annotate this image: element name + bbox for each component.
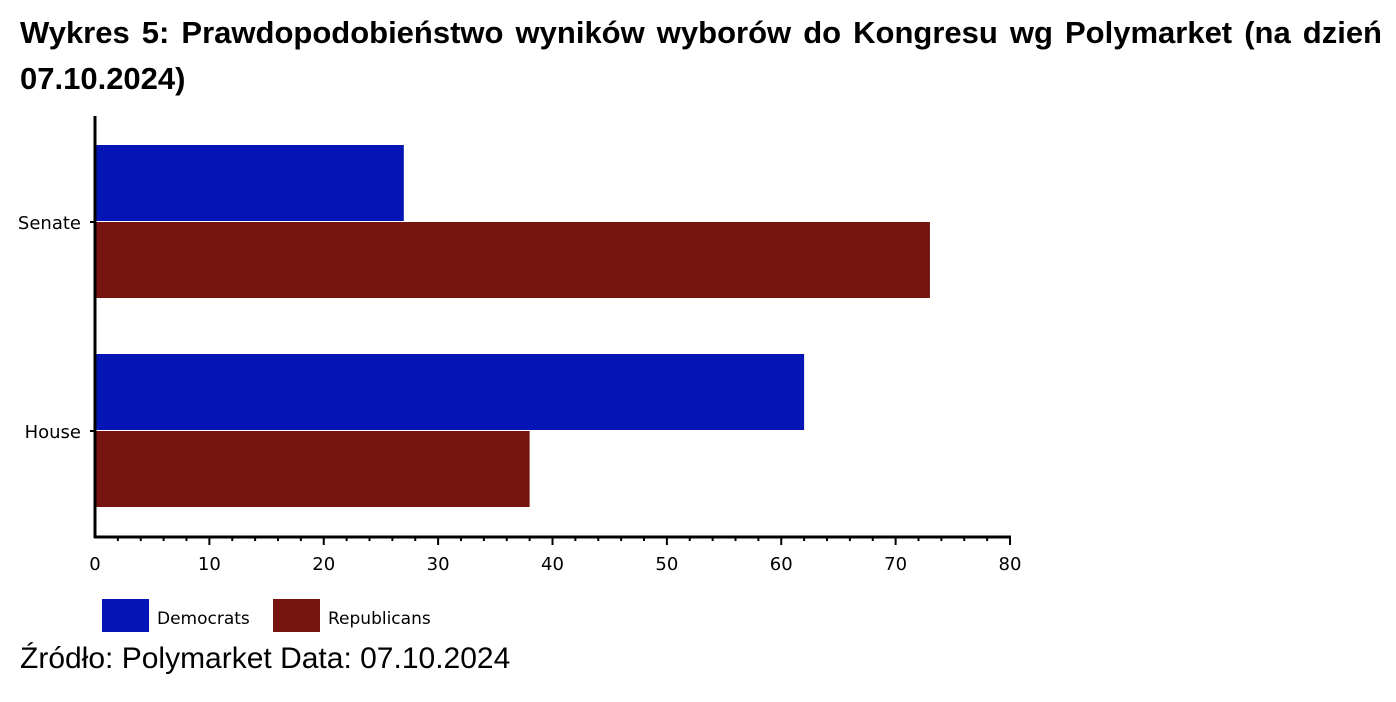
x-tick-label: 50 — [655, 554, 678, 575]
chart-title: Wykres 5: Prawdopodobieństwo wyników wyb… — [20, 15, 1382, 96]
x-tick-label: 40 — [541, 554, 564, 575]
legend-label-democrats: Democrats — [157, 609, 250, 629]
y-tick-label-senate: Senate — [18, 213, 81, 234]
x-tick-label: 30 — [427, 554, 450, 575]
legend-swatch-democrats — [102, 599, 149, 632]
source-note: Źródło: Polymarket Data: 07.10.2024 — [20, 642, 511, 675]
legend-swatch-republicans — [273, 599, 320, 632]
bar-chart: Senate House 0 10 20 30 40 50 60 70 80 Democrats Rep… — [18, 116, 1022, 632]
x-tick-label: 0 — [89, 554, 100, 575]
legend-label-republicans: Republicans — [328, 609, 431, 629]
x-tick-label: 20 — [312, 554, 335, 575]
bar-senate-democrats — [95, 145, 404, 221]
bar-house-republicans — [95, 431, 530, 507]
x-tick-label: 10 — [198, 554, 221, 575]
x-tick-label: 70 — [884, 554, 907, 575]
x-tick-label: 60 — [770, 554, 793, 575]
y-tick-label-house: House — [25, 422, 81, 443]
bar-senate-republicans — [95, 222, 930, 298]
bar-house-democrats — [95, 354, 805, 430]
x-tick-label: 80 — [999, 554, 1022, 575]
